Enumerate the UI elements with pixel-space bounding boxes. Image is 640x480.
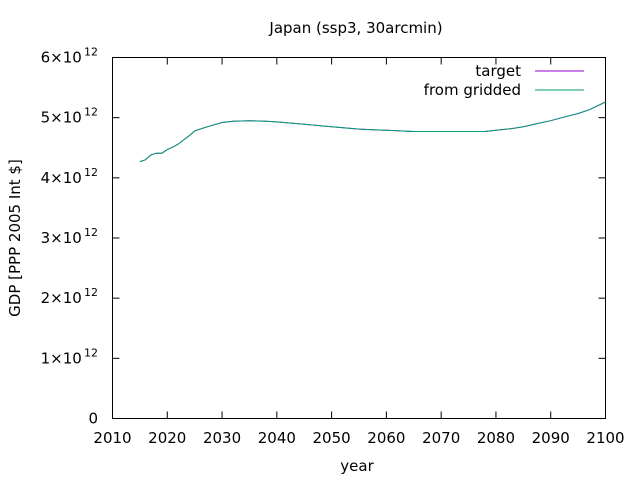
legend-label: from gridded bbox=[424, 81, 521, 99]
y-tick-label: 4×10 12 bbox=[41, 166, 98, 187]
legend-label: target bbox=[475, 62, 521, 80]
y-axis-label: GDP [PPP 2005 Int $] bbox=[6, 159, 24, 317]
y-tick-label: 2×10 12 bbox=[41, 286, 98, 307]
x-axis-label: year bbox=[340, 457, 374, 475]
y-axis: 0 1×10 12 2×10 12 3×10 12 4×10 12 5×10 12 6×10… bbox=[41, 46, 606, 428]
y-tick-label: 0 bbox=[88, 410, 98, 428]
x-tick-label: 2100 bbox=[586, 429, 624, 447]
series-line-from-gridded bbox=[139, 101, 606, 163]
x-tick-label: 2050 bbox=[313, 429, 351, 447]
x-tick-label: 2020 bbox=[148, 429, 186, 447]
chart-title: Japan (ssp3, 30arcmin) bbox=[268, 19, 442, 37]
y-tick-label: 3×10 12 bbox=[41, 226, 98, 247]
x-axis: 2010 2020 2030 2040 2050 2060 2070 2080 2090 2100 bbox=[93, 57, 625, 447]
series-layer bbox=[139, 101, 606, 163]
y-tick-label: 5×10 12 bbox=[41, 106, 98, 127]
x-tick-label: 2090 bbox=[532, 429, 570, 447]
y-tick-label: 1×10 12 bbox=[41, 346, 98, 367]
x-tick-label: 2080 bbox=[477, 429, 515, 447]
x-tick-label: 2070 bbox=[422, 429, 460, 447]
series-line-target bbox=[139, 101, 606, 163]
plot-frame bbox=[112, 57, 606, 419]
x-tick-label: 2030 bbox=[203, 429, 241, 447]
x-tick-label: 2010 bbox=[93, 429, 131, 447]
x-tick-label: 2040 bbox=[258, 429, 296, 447]
x-tick-label: 2060 bbox=[367, 429, 405, 447]
y-tick-label: 6×10 12 bbox=[41, 46, 98, 67]
